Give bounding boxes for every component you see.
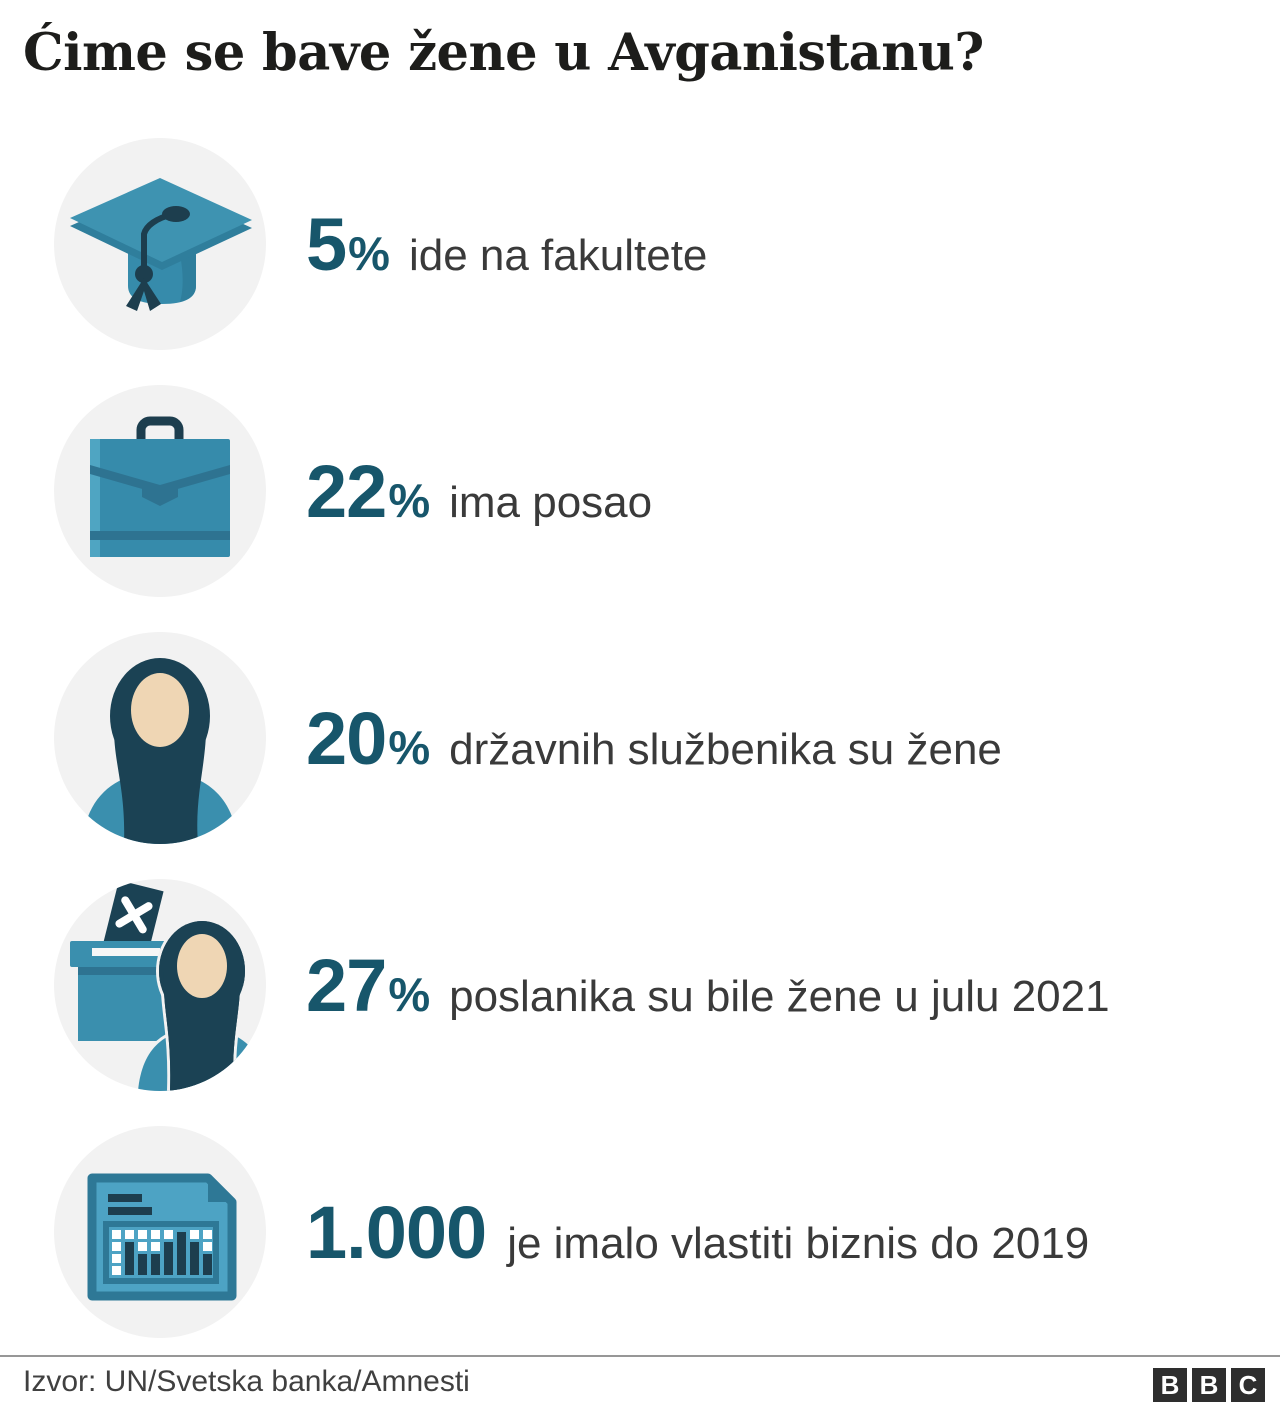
stat-value-suffix: % — [388, 967, 431, 1021]
stat-value: 27 — [306, 943, 387, 1027]
header: Ćime se bave žene u Avganistanu? — [0, 0, 1280, 138]
footer: Izvor: UN/Svetska banka/Amnesti B B C — [0, 1355, 1280, 1404]
bbc-logo-block: C — [1231, 1368, 1265, 1402]
stat-row-employment: 22 % ima posao — [54, 385, 1280, 597]
stat-row-parliament: 27 % poslanika su bile žene u julu 2021 — [54, 879, 1280, 1091]
stat-value: 1.000 — [306, 1190, 487, 1274]
bbc-logo-block: B — [1153, 1368, 1187, 1402]
stat-rows: 5 % ide na fakultete 22 % ima po — [0, 138, 1280, 1338]
stat-value-suffix: % — [388, 473, 431, 527]
stat-text: 5 % ide na fakultete — [306, 202, 707, 287]
stat-text: 1.000 je imalo vlastiti biznis do 2019 — [306, 1190, 1089, 1275]
stat-value-suffix: % — [348, 226, 390, 280]
stat-text: 22 % ima posao — [306, 449, 652, 534]
stat-value: 5 — [306, 202, 347, 286]
graduation-cap-icon — [54, 138, 266, 350]
stat-text: 20 % državnih službenika su žene — [306, 696, 1002, 781]
bbc-logo: B B C — [1153, 1368, 1265, 1402]
stat-value: 22 — [306, 449, 387, 533]
stat-row-civil-service: 20 % državnih službenika su žene — [54, 632, 1280, 844]
business-document-icon — [54, 1126, 266, 1338]
stat-label: ima posao — [449, 477, 653, 527]
stat-row-university: 5 % ide na fakultete — [54, 138, 1280, 350]
stat-label: je imalo vlastiti biznis do 2019 — [507, 1218, 1090, 1268]
ballot-box-icon — [54, 879, 266, 1091]
source-text: Izvor: UN/Svetska banka/Amnesti — [23, 1365, 470, 1398]
stat-row-business: 1.000 je imalo vlastiti biznis do 2019 — [54, 1126, 1280, 1338]
stat-label: poslanika su bile žene u julu 2021 — [449, 971, 1110, 1021]
briefcase-icon — [54, 385, 266, 597]
stat-text: 27 % poslanika su bile žene u julu 2021 — [306, 943, 1110, 1028]
stat-value: 20 — [306, 696, 387, 780]
stat-label: ide na fakultete — [408, 230, 708, 280]
woman-hijab-icon — [54, 632, 266, 844]
stat-value-suffix: % — [388, 720, 431, 774]
page-title: Ćime se bave žene u Avganistanu? — [23, 23, 984, 83]
bbc-logo-block: B — [1192, 1368, 1226, 1402]
stat-label: državnih službenika su žene — [449, 724, 1002, 774]
